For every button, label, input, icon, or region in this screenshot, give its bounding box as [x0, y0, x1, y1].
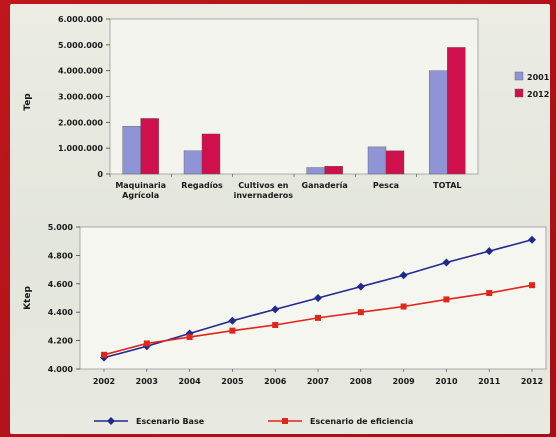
bar-x-tick-label: invernaderos: [234, 191, 294, 200]
bar-x-tick-label: TOTAL: [433, 181, 461, 190]
bar-y-axis-label: Tep: [23, 93, 33, 111]
point-eficiencia-2: [186, 334, 193, 341]
bar-x-tick-label: Agrícola: [122, 191, 159, 200]
point-eficiencia-0: [101, 351, 107, 358]
line-x-tick-label: 2004: [178, 377, 201, 386]
line-x-tick-label: 2002: [93, 377, 115, 386]
bar-y-tick-label: 3.000.000: [58, 93, 103, 102]
point-base-9: [485, 247, 494, 256]
line-x-tick-label: 2011: [478, 377, 501, 386]
bar-x-tick-label: Ganadería: [302, 181, 348, 190]
bar-y-tick-label: 0: [97, 170, 103, 179]
line-y-tick-label: 4.800: [48, 251, 74, 260]
line-x-tick-label: 2005: [221, 377, 244, 386]
bar-2012-0: [140, 118, 159, 175]
bar-y-tick-label: 4.000.000: [58, 67, 103, 76]
line-y-tick-label: 4.200: [48, 337, 74, 346]
bar-legend-label-2001: 2001: [527, 73, 550, 82]
bar-y-tick-label: 1.000.000: [58, 144, 103, 153]
line-y-tick-label: 4.000: [48, 365, 74, 374]
point-eficiencia-10: [529, 282, 535, 289]
line-x-tick-label: 2007: [307, 377, 329, 386]
point-eficiencia-5: [315, 314, 321, 321]
bar-y-tick-label: 5.000.000: [58, 41, 103, 50]
line-y-tick-label: 4.400: [48, 308, 74, 317]
bar-x-tick-label: Maquinaria: [115, 181, 166, 190]
point-base-5: [314, 294, 322, 302]
bar-y-tick-label: 2.000.000: [58, 118, 103, 127]
line-x-tick-label: 2009: [392, 377, 415, 386]
point-eficiencia-4: [272, 321, 279, 328]
point-base-8: [442, 258, 451, 267]
bar-2012-3: [324, 166, 343, 175]
bar-legend-label-2012: 2012: [527, 90, 549, 99]
bar-2012-5: [447, 47, 466, 175]
point-base-3: [228, 316, 237, 325]
bar-2012-4: [385, 150, 405, 175]
point-eficiencia-9: [486, 290, 493, 297]
line-legend-marker-0: [107, 417, 115, 425]
line-legend-label-1: Escenario de eficiencia: [310, 417, 413, 426]
point-base-7: [399, 271, 408, 280]
line-x-tick-label: 2012: [521, 377, 543, 386]
point-base-10: [528, 235, 536, 244]
bar-y-tick-label: 6.000.000: [58, 15, 103, 24]
bar-plot-area: [109, 18, 479, 175]
line-legend-label-0: Escenario Base: [136, 417, 205, 426]
point-eficiencia-1: [143, 340, 150, 347]
bar-x-tick-label: Pesca: [373, 181, 399, 190]
bar-x-tick-label: Regadíos: [181, 181, 223, 190]
line-plot-area: [79, 226, 547, 370]
bar-legend-swatch-2001: [514, 71, 524, 81]
line-x-tick-label: 2006: [264, 377, 287, 386]
line-y-tick-label: 5.000: [48, 223, 74, 232]
line-y-axis-label: Ktep: [23, 286, 33, 310]
point-base-6: [356, 282, 365, 291]
point-base-4: [271, 305, 280, 314]
line-x-tick-label: 2008: [350, 377, 373, 386]
point-eficiencia-8: [443, 296, 450, 303]
line-legend-marker-1: [282, 418, 288, 424]
point-eficiencia-3: [229, 327, 236, 334]
bar-x-tick-label: Cultivos en: [238, 181, 289, 190]
point-eficiencia-7: [400, 303, 407, 310]
point-eficiencia-6: [357, 309, 364, 316]
bar-chart: 0 1.000.000 2.000.000 3.000.000 4.000.000 5.0…: [23, 15, 550, 200]
line-x-tick-label: 2003: [136, 377, 158, 386]
bar-2012-1: [201, 133, 221, 175]
line-x-tick-label: 2010: [435, 377, 458, 386]
bar-legend-swatch-2012: [514, 88, 524, 98]
line-y-tick-label: 4.600: [48, 280, 74, 289]
